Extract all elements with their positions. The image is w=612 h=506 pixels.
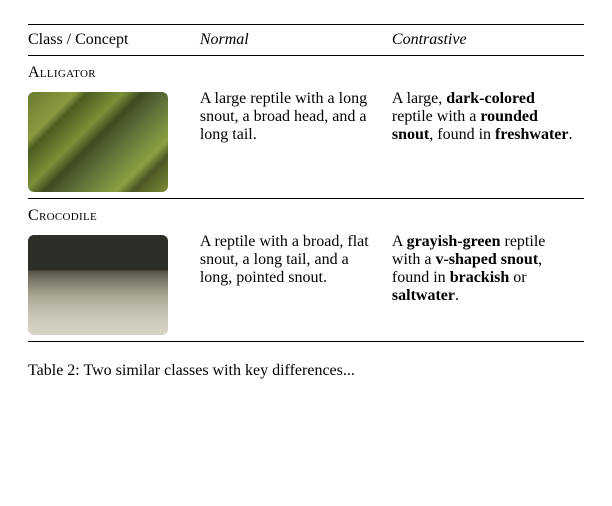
cell-normal-0: A large reptile with a long snout, a bro…: [200, 84, 392, 199]
class-image-0: [28, 92, 168, 192]
col-header-class: Class / Concept: [28, 25, 200, 56]
comparison-table: Class / Concept Normal Contrastive Allig…: [28, 24, 584, 342]
cell-contrastive-0: A large, dark-colored reptile with a rou…: [392, 84, 584, 199]
caption-rest: Two similar classes with key differences…: [83, 362, 354, 379]
class-image-1: [28, 235, 168, 335]
class-label-0: Alligator: [28, 64, 96, 81]
col-header-normal: Normal: [200, 25, 392, 56]
cell-normal-1: A reptile with a broad, flat snout, a lo…: [200, 227, 392, 342]
table-row: A large reptile with a long snout, a bro…: [28, 84, 584, 199]
table-row: A reptile with a broad, flat snout, a lo…: [28, 227, 584, 342]
caption-prefix: Table 2:: [28, 362, 83, 379]
table-caption: Table 2: Two similar classes with key di…: [28, 362, 584, 380]
header-row: Class / Concept Normal Contrastive: [28, 25, 584, 56]
row-label-1: Crocodile: [28, 199, 584, 228]
row-label-0: Alligator: [28, 56, 584, 85]
cell-contrastive-1: A grayish-green reptile with a v-shaped …: [392, 227, 584, 342]
class-label-1: Crocodile: [28, 207, 97, 224]
col-header-contrastive: Contrastive: [392, 25, 584, 56]
